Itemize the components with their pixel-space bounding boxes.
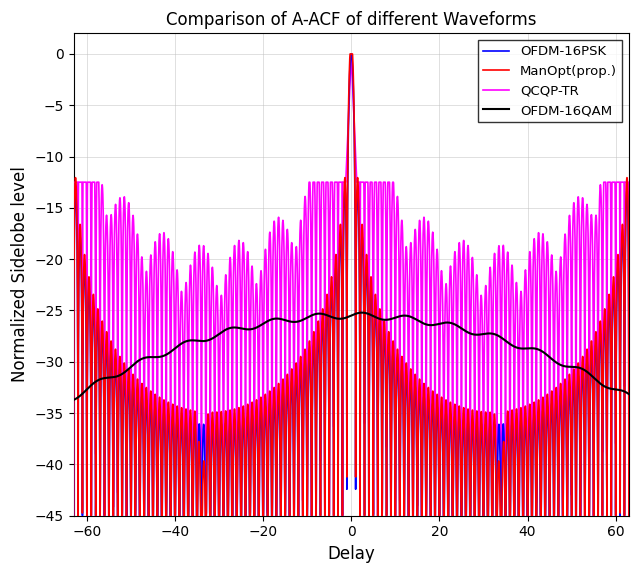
OFDM-16QAM — [303, 315, 311, 321]
OFDM-16PSK — [303, 494, 311, 501]
QCQP-TR — [625, 512, 633, 519]
Legend: OFDM-16PSK, ManOpt(prop.), QCQP-TR, OFDM-16QAM: OFDM-16PSK, ManOpt(prop.), QCQP-TR, OFDM… — [478, 40, 622, 122]
OFDM-16QAM — [608, 386, 616, 393]
QCQP-TR — [580, 290, 588, 297]
OFDM-16PSK — [333, 333, 341, 340]
QCQP-TR — [307, 319, 315, 326]
ManOpt(prop.) — [333, 321, 341, 328]
OFDM-16PSK — [307, 497, 315, 504]
Line: ManOpt(prop.): ManOpt(prop.) — [74, 54, 629, 515]
OFDM-16QAM — [625, 391, 633, 398]
QCQP-TR — [70, 512, 77, 519]
OFDM-16PSK — [580, 456, 588, 463]
ManOpt(prop.) — [608, 347, 616, 354]
OFDM-16QAM — [358, 309, 365, 316]
Line: OFDM-16PSK: OFDM-16PSK — [74, 54, 629, 515]
OFDM-16QAM — [580, 367, 588, 374]
Title: Comparison of A-ACF of different Waveforms: Comparison of A-ACF of different Wavefor… — [166, 11, 536, 29]
OFDM-16PSK — [70, 512, 77, 519]
OFDM-16QAM — [70, 397, 77, 404]
QCQP-TR — [303, 324, 311, 331]
QCQP-TR — [348, 52, 355, 59]
OFDM-16PSK — [348, 51, 355, 57]
OFDM-16PSK — [474, 421, 481, 428]
OFDM-16QAM — [474, 331, 481, 338]
ManOpt(prop.) — [625, 512, 633, 519]
Line: OFDM-16QAM: OFDM-16QAM — [74, 313, 629, 400]
ManOpt(prop.) — [474, 409, 481, 416]
OFDM-16PSK — [608, 359, 616, 366]
ManOpt(prop.) — [307, 485, 315, 492]
ManOpt(prop.) — [580, 444, 588, 451]
QCQP-TR — [474, 274, 481, 281]
OFDM-16QAM — [307, 312, 315, 319]
X-axis label: Delay: Delay — [328, 545, 375, 563]
ManOpt(prop.) — [70, 512, 77, 519]
Line: QCQP-TR: QCQP-TR — [74, 56, 629, 515]
ManOpt(prop.) — [346, 51, 354, 57]
QCQP-TR — [333, 187, 341, 194]
ManOpt(prop.) — [303, 482, 311, 489]
OFDM-16QAM — [333, 315, 341, 322]
Y-axis label: Normalized Sidelobe level: Normalized Sidelobe level — [11, 166, 29, 382]
OFDM-16PSK — [625, 512, 633, 519]
QCQP-TR — [608, 180, 616, 187]
